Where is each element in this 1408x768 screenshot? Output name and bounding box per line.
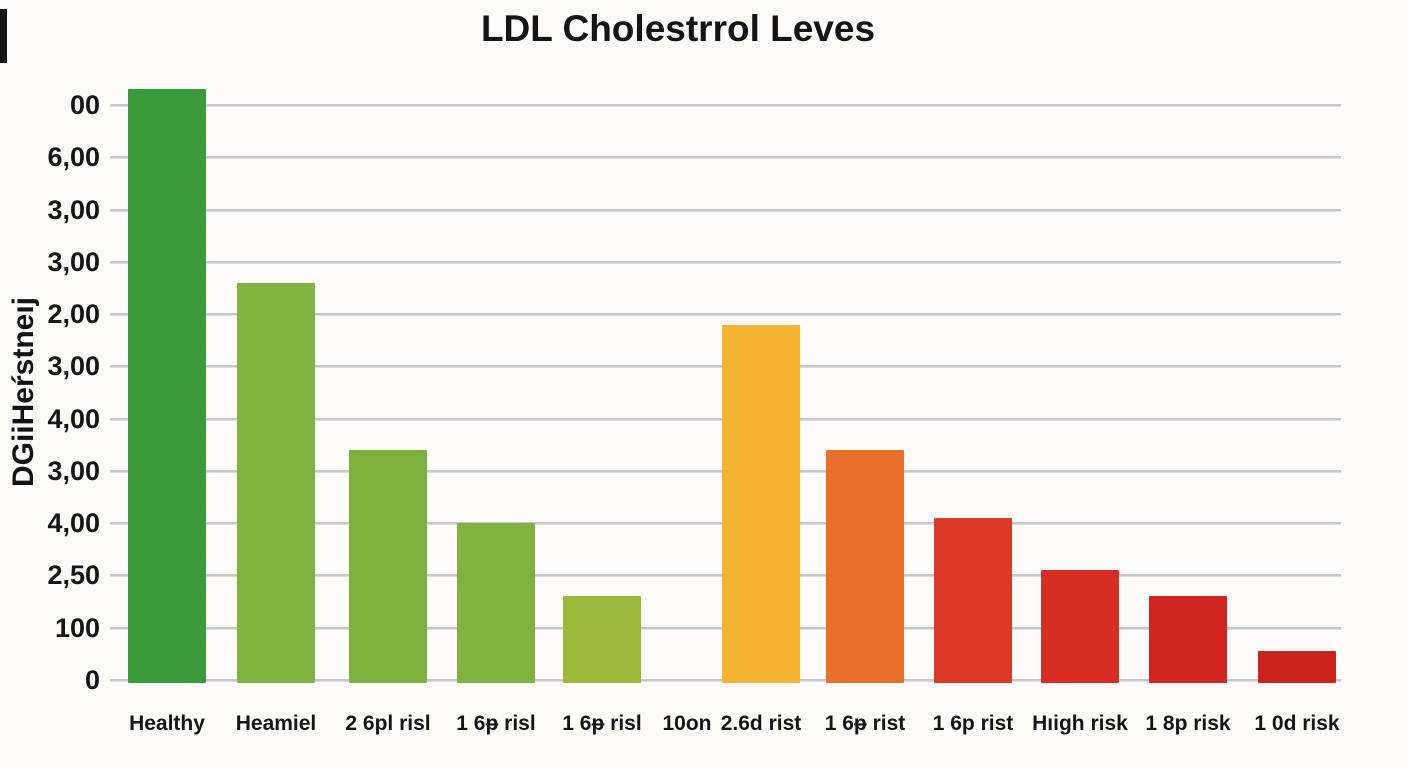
x-tick-label: 1 0d risk xyxy=(1254,712,1340,735)
y-tick-label: 3,00 xyxy=(47,246,100,277)
bar-10 xyxy=(1041,570,1119,683)
gridline xyxy=(110,208,1341,211)
bar-4 xyxy=(457,523,535,683)
x-tick-label: 1 6ᵽ risl xyxy=(456,712,536,735)
bar-2 xyxy=(237,282,315,683)
x-tick-label: 1 6p rist xyxy=(932,712,1014,735)
gridline xyxy=(110,313,1341,316)
gridline xyxy=(110,260,1341,263)
x-tick-label: 1 6ᵽ rist xyxy=(824,712,906,735)
gridline xyxy=(110,156,1341,159)
y-tick-label: 0 xyxy=(84,665,100,695)
x-tick-label: Heamiel xyxy=(235,712,317,735)
y-tick-label: 00 xyxy=(69,90,100,120)
bar-12 xyxy=(1258,651,1336,683)
bar-7 xyxy=(722,324,800,683)
x-tick-label: 2.6d rist xyxy=(720,712,802,735)
y-tick-label: 3,00 xyxy=(47,194,100,225)
x-tick-label: 10on xyxy=(662,712,712,735)
y-tick-label: 4,00 xyxy=(47,508,100,539)
bar-8 xyxy=(826,450,904,683)
y-tick-label: 3,00 xyxy=(47,351,100,382)
x-tick-label: 1 8p risk xyxy=(1145,712,1231,735)
y-tick-label: 6,00 xyxy=(47,142,100,173)
x-tick-label: Healthy xyxy=(129,712,205,735)
bar-9 xyxy=(934,517,1012,683)
y-tick-label: 3,00 xyxy=(47,455,100,486)
bar-1 xyxy=(128,89,206,683)
bar-11 xyxy=(1149,596,1227,683)
y-tick-label: 2,50 xyxy=(47,560,100,591)
bar-5 xyxy=(563,596,641,683)
x-tick-label: 2 6pl risl xyxy=(345,712,431,735)
x-tick-label: Hıigh risk xyxy=(1032,712,1128,735)
edge-artifact-mark xyxy=(0,9,7,63)
chart-title: LDL Cholestrrol Leves xyxy=(480,8,876,49)
y-tick-label: 4,00 xyxy=(47,403,100,434)
gridline xyxy=(110,104,1341,106)
y-tick-label: 2,00 xyxy=(47,299,100,330)
bar-3 xyxy=(349,450,427,683)
y-tick-label: 100 xyxy=(54,612,100,643)
x-tick-label: 1 6ᵽ risl xyxy=(562,712,642,735)
